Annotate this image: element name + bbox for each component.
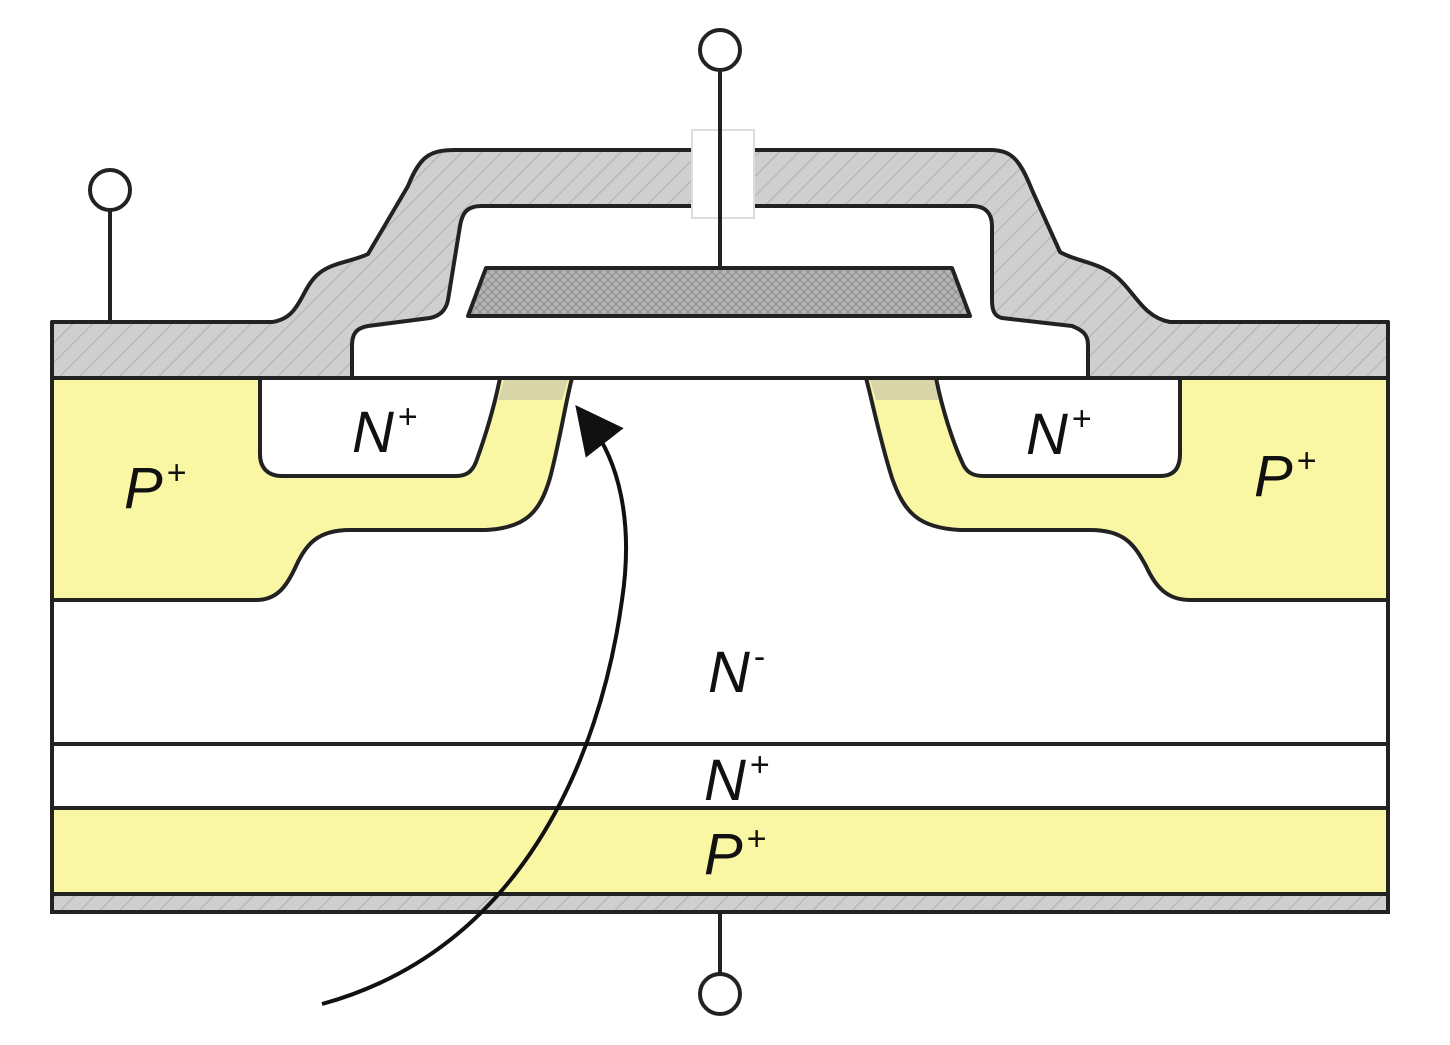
n-buffer-label: N + xyxy=(704,746,770,813)
emitter-metal xyxy=(50,148,1390,380)
gate-contact-opening xyxy=(691,129,755,219)
right-p-body-label: P + xyxy=(1254,442,1317,509)
right-n-emitter-label: N + xyxy=(1026,400,1092,467)
drift-region-label: N- xyxy=(708,638,766,705)
current-flow-arrow xyxy=(321,405,629,1006)
right-channel xyxy=(870,380,940,400)
gate-poly xyxy=(466,266,972,318)
right-n-emitter xyxy=(934,376,1182,478)
p-collector-layer xyxy=(50,806,1390,896)
p-collector-label: P + xyxy=(704,820,767,887)
collector-terminal xyxy=(698,912,742,1016)
emitter-terminal xyxy=(88,168,132,322)
collector-metal xyxy=(50,892,1390,914)
left-p-body-label: P + xyxy=(124,454,187,521)
gate-terminal xyxy=(698,28,742,268)
left-n-emitter-label: N + xyxy=(352,398,418,465)
left-channel xyxy=(498,380,568,400)
left-n-emitter xyxy=(258,376,502,478)
